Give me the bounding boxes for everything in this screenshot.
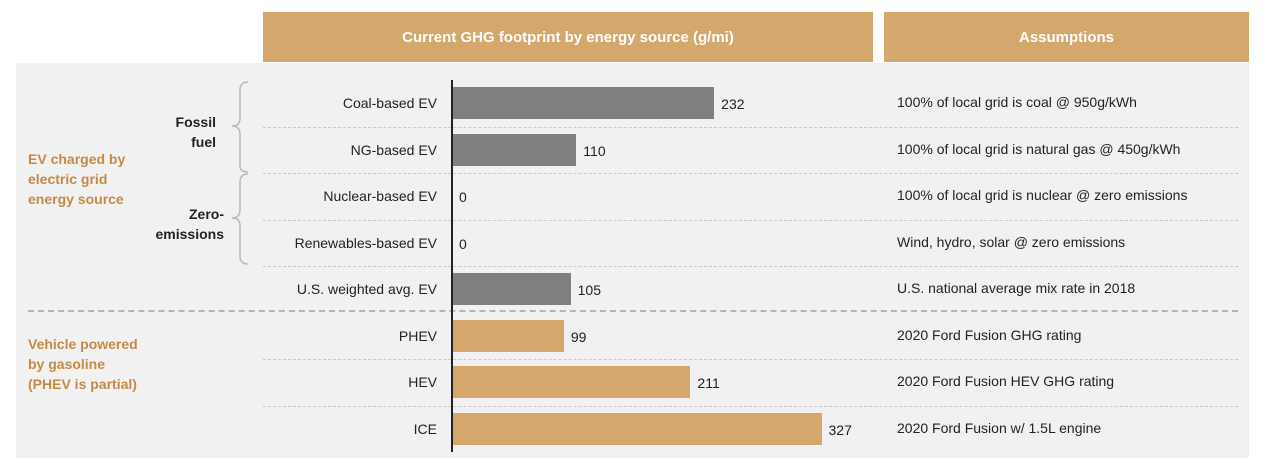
category-label: NG-based EV	[350, 141, 437, 158]
sub-label-zero: Zero-emissions	[155, 206, 224, 242]
category-label: PHEV	[398, 327, 437, 344]
brace-icon	[231, 81, 249, 265]
bar	[452, 319, 564, 352]
assumption-text: 2020 Ford Fusion HEV GHG rating	[897, 373, 1115, 390]
category-label: HEV	[408, 374, 437, 391]
assumption-text: 2020 Ford Fusion w/ 1.5L engine	[897, 419, 1102, 436]
chart-header: Current GHG footprint by energy source (…	[263, 12, 873, 62]
assumptions-header: Assumptions	[884, 12, 1249, 62]
category-label: Coal-based EV	[342, 95, 437, 112]
value-label: 0	[459, 189, 467, 206]
bar	[452, 412, 822, 445]
value-label: 110	[583, 142, 606, 159]
row-divider	[263, 173, 1238, 174]
row-divider	[263, 359, 1238, 360]
assumption-text: 100% of local grid is coal @ 950g/kWh	[897, 94, 1137, 111]
bar	[452, 87, 715, 120]
chart-axis	[451, 80, 453, 452]
category-label: Renewables-based EV	[294, 234, 437, 251]
assumption-text: 100% of local grid is natural gas @ 450g…	[897, 140, 1181, 157]
value-label: 211	[697, 375, 720, 392]
assumption-text: 100% of local grid is nuclear @ zero emi…	[897, 187, 1188, 204]
category-label: Nuclear-based EV	[323, 188, 437, 205]
value-label: 105	[577, 282, 601, 299]
row-divider	[263, 219, 1238, 221]
row-divider	[263, 405, 1238, 407]
bar	[452, 133, 577, 166]
value-label: 232	[721, 96, 745, 113]
row-divider	[263, 266, 1238, 267]
value-label: 327	[828, 421, 852, 438]
value-label: 0	[459, 235, 467, 252]
category-label: ICE	[413, 420, 437, 437]
group-divider	[28, 310, 1238, 312]
bar	[452, 366, 691, 399]
sub-label-fossil: Fossil fuel	[175, 114, 216, 150]
bar	[452, 273, 571, 306]
assumption-text: U.S. national average mix rate in 2018	[897, 280, 1136, 297]
group-label-ev-grid: EV charged by electric grid energy sourc…	[28, 151, 126, 207]
assumption-text: Wind, hydro, solar @ zero emissions	[897, 233, 1126, 250]
row-divider	[263, 126, 1238, 128]
group-label-gasoline: Vehicle powered by gasoline (PHEV is par…	[28, 336, 138, 392]
assumption-text: 2020 Ford Fusion GHG rating	[897, 326, 1082, 343]
value-label: 99	[570, 328, 587, 345]
category-label: U.S. weighted avg. EV	[296, 281, 437, 298]
